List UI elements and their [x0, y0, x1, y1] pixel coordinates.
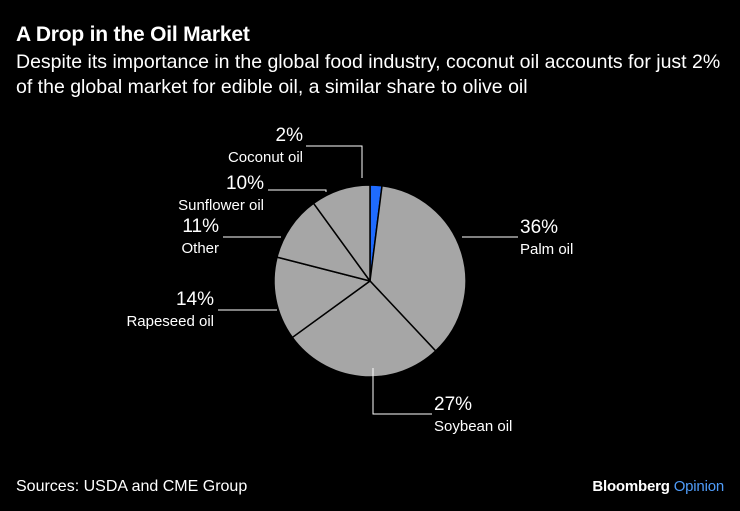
category-label: Coconut oil	[228, 149, 303, 166]
category-label: Other	[181, 240, 219, 257]
slice-labels: 2% Coconut oil 36% Palm oil 27% Soybean oil 14…	[126, 125, 573, 435]
brand-name: Bloomberg	[592, 478, 670, 495]
brand-sub: Opinion	[673, 478, 725, 495]
chart-subtitle: Despite its importance in the global foo…	[16, 51, 721, 98]
pie-slice-rapeseed-oil	[273, 256, 371, 339]
value-label: 14%	[176, 289, 214, 310]
source-note: Sources: USDA and CME Group	[16, 478, 248, 495]
leader-line-coconut-oil	[306, 145, 363, 178]
value-label: 27%	[434, 394, 472, 415]
category-label: Soybean oil	[434, 418, 512, 435]
pie-slice-soybean-oil	[291, 280, 437, 378]
chart-title: A Drop in the Oil Market	[16, 23, 250, 46]
leader-lines	[218, 145, 518, 415]
category-label: Sunflower oil	[178, 197, 264, 214]
pie-slice-palm-oil	[369, 185, 467, 352]
value-label: 11%	[182, 216, 219, 237]
category-label: Rapeseed oil	[126, 313, 214, 330]
pie-slices	[273, 184, 467, 378]
pie-slice-sunflower-oil	[312, 184, 371, 282]
leader-line-soybean-oil	[372, 368, 432, 415]
category-label: Palm oil	[520, 241, 573, 258]
leader-line-sunflower-oil	[268, 189, 327, 192]
pie-slice-other	[276, 202, 371, 282]
value-label: 36%	[520, 217, 558, 238]
brand-logo: Bloomberg Opinion	[592, 477, 724, 497]
value-label: 10%	[226, 173, 264, 194]
value-label: 2%	[276, 125, 304, 146]
